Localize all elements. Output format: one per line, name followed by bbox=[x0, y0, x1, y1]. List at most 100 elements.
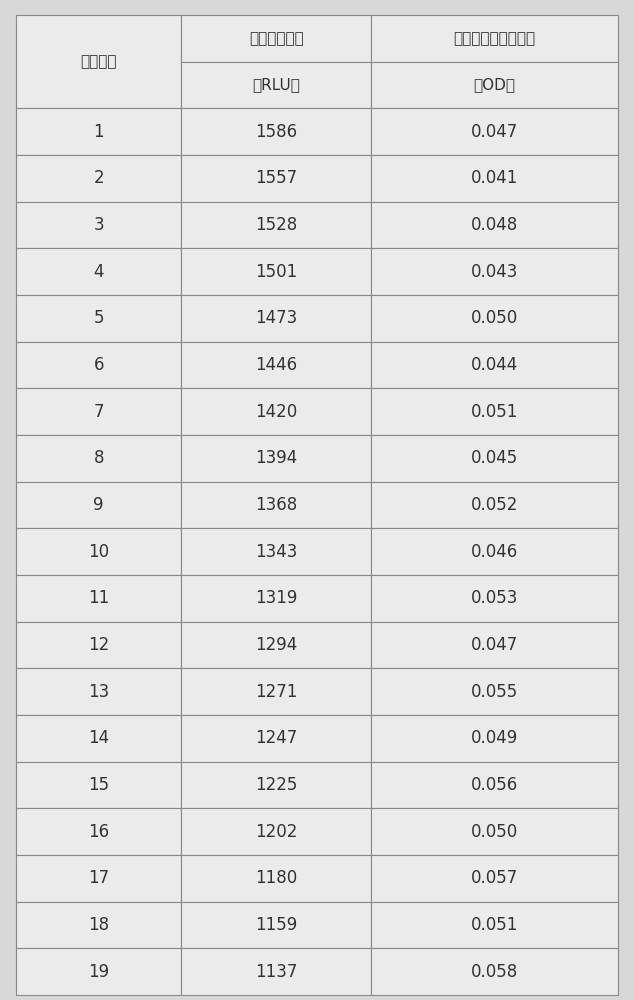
Text: 4: 4 bbox=[93, 263, 104, 281]
Text: 1180: 1180 bbox=[256, 869, 297, 887]
Text: 0.048: 0.048 bbox=[471, 216, 519, 234]
Text: （RLU）: （RLU） bbox=[252, 78, 301, 93]
Text: 19: 19 bbox=[88, 963, 109, 981]
Bar bbox=[16, 342, 181, 388]
Text: 17: 17 bbox=[88, 869, 109, 887]
Text: 1528: 1528 bbox=[256, 216, 297, 234]
Text: 0.051: 0.051 bbox=[471, 403, 519, 421]
Text: 0.055: 0.055 bbox=[471, 683, 519, 701]
Text: 0.046: 0.046 bbox=[471, 543, 519, 561]
Text: 18: 18 bbox=[88, 916, 109, 934]
Bar bbox=[181, 808, 372, 855]
Text: 10: 10 bbox=[88, 543, 109, 561]
Bar bbox=[181, 248, 372, 295]
Bar bbox=[371, 902, 618, 948]
Text: 0.043: 0.043 bbox=[471, 263, 519, 281]
Text: 1202: 1202 bbox=[255, 823, 297, 841]
Bar bbox=[16, 902, 181, 948]
Text: 0.058: 0.058 bbox=[471, 963, 519, 981]
Bar bbox=[371, 575, 618, 622]
Text: 8: 8 bbox=[93, 449, 104, 467]
Text: 1247: 1247 bbox=[256, 729, 297, 747]
Text: 酶联免疫吸附法检测: 酶联免疫吸附法检测 bbox=[453, 31, 536, 46]
Bar bbox=[181, 902, 372, 948]
Bar bbox=[16, 528, 181, 575]
Bar bbox=[16, 435, 181, 482]
Bar bbox=[16, 948, 181, 995]
Bar bbox=[181, 855, 372, 902]
Text: 2: 2 bbox=[93, 169, 104, 187]
Bar bbox=[16, 855, 181, 902]
Text: 0.050: 0.050 bbox=[471, 309, 519, 327]
Bar bbox=[16, 668, 181, 715]
Bar bbox=[181, 342, 372, 388]
Text: 1586: 1586 bbox=[256, 123, 297, 141]
Bar bbox=[371, 295, 618, 342]
Bar bbox=[181, 15, 372, 62]
Text: 0.047: 0.047 bbox=[471, 123, 519, 141]
Bar bbox=[371, 155, 618, 202]
Bar bbox=[371, 948, 618, 995]
Bar bbox=[16, 248, 181, 295]
Bar bbox=[181, 948, 372, 995]
Text: 0.045: 0.045 bbox=[471, 449, 519, 467]
Text: 1501: 1501 bbox=[256, 263, 297, 281]
Bar bbox=[16, 715, 181, 762]
Bar bbox=[181, 155, 372, 202]
Bar bbox=[181, 528, 372, 575]
Text: 1446: 1446 bbox=[256, 356, 297, 374]
Bar bbox=[181, 622, 372, 668]
Text: 1420: 1420 bbox=[256, 403, 297, 421]
Bar bbox=[371, 108, 618, 155]
Bar bbox=[371, 762, 618, 808]
Text: 1473: 1473 bbox=[256, 309, 297, 327]
Text: 1137: 1137 bbox=[255, 963, 297, 981]
Bar bbox=[181, 435, 372, 482]
Bar bbox=[371, 15, 618, 62]
Bar bbox=[371, 202, 618, 248]
Bar bbox=[371, 482, 618, 528]
Bar bbox=[16, 622, 181, 668]
Text: 1319: 1319 bbox=[255, 589, 297, 607]
Text: 1271: 1271 bbox=[255, 683, 297, 701]
Bar bbox=[371, 435, 618, 482]
Bar bbox=[16, 202, 181, 248]
Text: 13: 13 bbox=[88, 683, 109, 701]
Text: 0.050: 0.050 bbox=[471, 823, 519, 841]
Text: 15: 15 bbox=[88, 776, 109, 794]
Bar bbox=[16, 482, 181, 528]
Text: 1394: 1394 bbox=[256, 449, 297, 467]
Text: 0.052: 0.052 bbox=[471, 496, 519, 514]
Bar bbox=[371, 855, 618, 902]
Bar bbox=[371, 62, 618, 108]
Text: 1: 1 bbox=[93, 123, 104, 141]
Text: 5: 5 bbox=[93, 309, 104, 327]
Text: （OD）: （OD） bbox=[474, 78, 515, 93]
Bar bbox=[181, 482, 372, 528]
Text: 0.056: 0.056 bbox=[471, 776, 519, 794]
Bar bbox=[371, 528, 618, 575]
Text: 1294: 1294 bbox=[256, 636, 297, 654]
Bar bbox=[371, 388, 618, 435]
Text: 0.049: 0.049 bbox=[471, 729, 519, 747]
Text: 11: 11 bbox=[88, 589, 109, 607]
Text: 1368: 1368 bbox=[256, 496, 297, 514]
Text: 化学发光检测: 化学发光检测 bbox=[249, 31, 304, 46]
Text: 0.044: 0.044 bbox=[471, 356, 519, 374]
Bar bbox=[16, 575, 181, 622]
Text: 3: 3 bbox=[93, 216, 104, 234]
Text: 7: 7 bbox=[93, 403, 104, 421]
Bar bbox=[16, 388, 181, 435]
Bar bbox=[181, 388, 372, 435]
Bar bbox=[371, 715, 618, 762]
Text: 1557: 1557 bbox=[256, 169, 297, 187]
Bar bbox=[16, 295, 181, 342]
Bar bbox=[16, 762, 181, 808]
Bar bbox=[181, 62, 372, 108]
Bar bbox=[371, 808, 618, 855]
Text: 1159: 1159 bbox=[256, 916, 297, 934]
Text: 1343: 1343 bbox=[255, 543, 297, 561]
Bar bbox=[371, 622, 618, 668]
Bar bbox=[181, 715, 372, 762]
Bar bbox=[181, 575, 372, 622]
